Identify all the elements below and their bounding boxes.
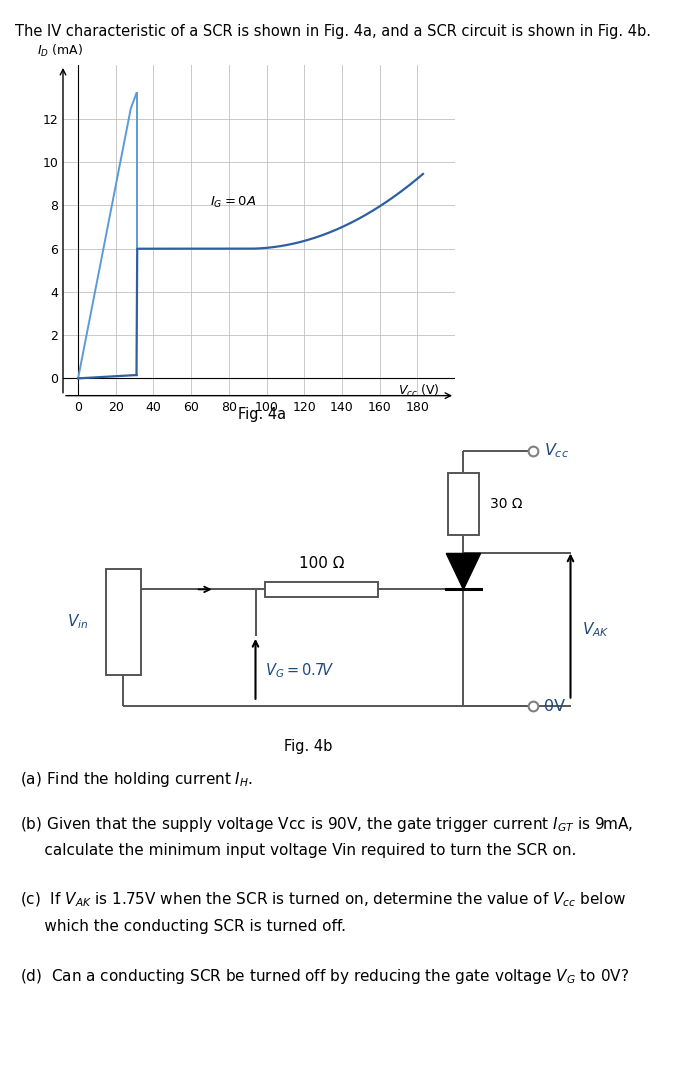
Text: 100 Ω: 100 Ω bbox=[299, 556, 344, 571]
Text: $V_{in}$: $V_{in}$ bbox=[67, 612, 88, 631]
Text: (c)  If $V_{AK}$ is 1.75V when the SCR is turned on, determine the value of $V_{: (c) If $V_{AK}$ is 1.75V when the SCR is… bbox=[20, 891, 626, 909]
Text: (d)  Can a conducting SCR be turned off by reducing the gate voltage $V_G$ to 0V: (d) Can a conducting SCR be turned off b… bbox=[20, 967, 629, 986]
Text: calculate the minimum input voltage Vin required to turn the SCR on.: calculate the minimum input voltage Vin … bbox=[20, 843, 576, 859]
Text: $V_{cc}$ (V): $V_{cc}$ (V) bbox=[398, 383, 440, 399]
Text: which the conducting SCR is turned off.: which the conducting SCR is turned off. bbox=[20, 919, 346, 934]
Text: 30 Ω: 30 Ω bbox=[490, 496, 522, 511]
Bar bbox=[265, 581, 378, 597]
Text: $V_{cc}$: $V_{cc}$ bbox=[544, 441, 569, 460]
Text: $I_G = 0A$: $I_G = 0A$ bbox=[210, 194, 256, 209]
Text: The IV characteristic of a SCR is shown in Fig. 4a, and a SCR circuit is shown i: The IV characteristic of a SCR is shown … bbox=[15, 24, 652, 39]
Text: Fig. 4a: Fig. 4a bbox=[239, 406, 286, 422]
Text: (b) Given that the supply voltage Vcc is 90V, the gate trigger current $I_{GT}$ : (b) Given that the supply voltage Vcc is… bbox=[20, 815, 633, 835]
Text: Fig. 4b: Fig. 4b bbox=[284, 739, 332, 754]
Text: (a) Find the holding current $I_H$.: (a) Find the holding current $I_H$. bbox=[20, 770, 253, 789]
Polygon shape bbox=[447, 554, 480, 590]
Text: 0V: 0V bbox=[544, 699, 565, 713]
Text: $V_G = 0.7V$: $V_G = 0.7V$ bbox=[265, 661, 334, 681]
Bar bbox=[448, 473, 479, 534]
Text: $I_D$ (mA): $I_D$ (mA) bbox=[36, 42, 83, 59]
Bar bbox=[106, 569, 141, 675]
Text: $V_{AK}$: $V_{AK}$ bbox=[582, 620, 609, 640]
